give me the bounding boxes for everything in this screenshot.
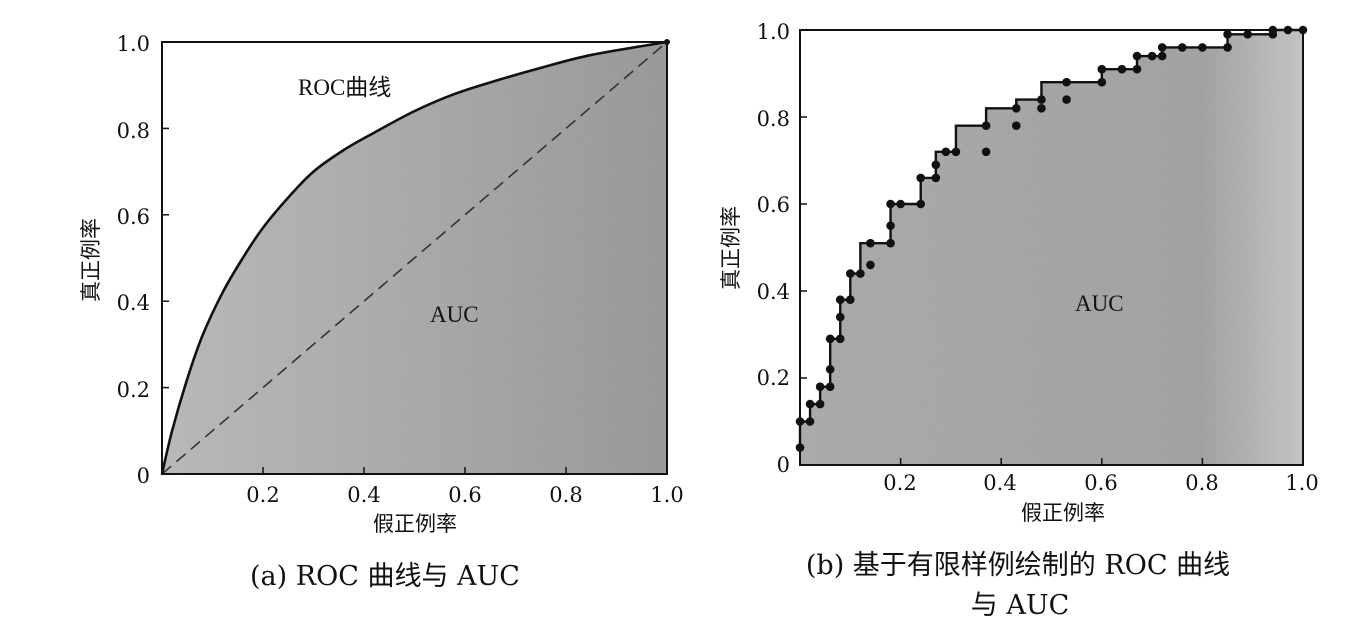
roc-point (1117, 64, 1127, 74)
roc-point (981, 121, 991, 130)
plot-frame-b (799, 29, 1304, 466)
roc-point (916, 173, 926, 183)
chart-a: 0 0.2 0.4 0.6 0.8 1.0 0.2 0.4 0.6 0.8 1.… (79, 32, 684, 592)
roc-point (866, 260, 875, 270)
roc-point (805, 399, 815, 409)
caption-a: (a) ROC 曲线与 AUC (250, 561, 520, 592)
roc-point (941, 147, 951, 157)
roc-point (835, 295, 845, 305)
roc-point (1062, 95, 1071, 104)
roc-point (1198, 43, 1207, 52)
roc-point (846, 295, 855, 305)
roc-point (825, 382, 835, 392)
xtick-label: 0.2 (246, 483, 279, 507)
xtick-label: 1.0 (1285, 471, 1318, 495)
roc-point (825, 334, 835, 344)
roc-point (981, 147, 991, 157)
ytick-label: 0 (777, 453, 790, 477)
roc-point (916, 199, 926, 209)
roc-point (1097, 64, 1107, 74)
roc-point (931, 160, 941, 170)
roc-point (1062, 77, 1071, 87)
roc-point (1132, 51, 1142, 61)
roc-point (866, 238, 875, 248)
roc-point (951, 147, 961, 157)
roc-points-b (795, 25, 1308, 452)
ytick-label: 0.2 (757, 366, 790, 390)
roc-point (835, 334, 845, 344)
auc-annotation-b: AUC (1075, 291, 1124, 316)
roc-point (931, 173, 941, 183)
ytick-label: 1.0 (757, 20, 790, 44)
roc-point (886, 221, 895, 231)
ytick-label: 0.8 (757, 107, 790, 131)
roc-point (846, 269, 855, 278)
random-guess-diagonal (161, 41, 668, 475)
roc-point (1011, 121, 1021, 130)
roc-point (1097, 77, 1107, 87)
auc-area-b (800, 30, 1303, 465)
roc-point (1147, 51, 1157, 61)
ytick-label: 0.8 (117, 119, 150, 143)
roc-point (815, 382, 825, 392)
chart-b: 0 0.2 0.4 0.6 0.8 1.0 0.2 0.4 0.6 0.8 1.… (719, 20, 1319, 621)
ytick-label: 0.6 (757, 193, 790, 217)
ytick-label: 0.2 (117, 378, 150, 402)
ytick-label: 1.0 (117, 32, 150, 56)
roc-point (1132, 64, 1142, 74)
auc-annotation-a: AUC (430, 302, 479, 327)
roc-point (856, 269, 865, 278)
xtick-label: 1.0 (650, 483, 683, 507)
tick-marks-b (800, 116, 1204, 465)
y-axis-label: 真正例率 (79, 218, 103, 302)
x-axis-label: 假正例率 (373, 512, 457, 536)
roc-point (896, 199, 905, 209)
xtick-label: 0.2 (883, 471, 916, 495)
roc-point (1037, 95, 1046, 104)
ytick-label: 0.4 (757, 280, 790, 304)
ytick-label: 0.6 (117, 205, 150, 229)
y-axis-label: 真正例率 (719, 206, 743, 290)
roc-point (1223, 30, 1232, 39)
roc-point (886, 199, 895, 209)
xtick-label: 0.4 (347, 483, 380, 507)
xtick-label: 0.6 (448, 483, 481, 507)
roc-point (1177, 43, 1187, 52)
roc-point (1011, 104, 1021, 113)
roc-point (1037, 104, 1046, 113)
xtick-label: 0.8 (1185, 471, 1218, 495)
xtick-label: 0.4 (983, 471, 1016, 495)
roc-curve-annotation: ROC曲线 (298, 75, 391, 100)
roc-point (815, 399, 825, 409)
ytick-label: 0.4 (117, 291, 150, 315)
roc-point (886, 238, 895, 248)
tick-marks-a (162, 39, 670, 474)
roc-point (825, 365, 835, 374)
caption-b-line2: 与 AUC (971, 590, 1070, 621)
roc-endpoint (664, 39, 670, 45)
ytick-label: 0 (137, 464, 150, 488)
roc-point (835, 312, 845, 322)
roc-point (1223, 43, 1232, 52)
xtick-label: 0.8 (549, 483, 582, 507)
roc-point (1243, 30, 1252, 39)
x-axis-label: 假正例率 (1021, 501, 1105, 525)
roc-point (1157, 43, 1167, 52)
roc-point (1157, 51, 1167, 61)
xtick-label: 0.6 (1084, 471, 1117, 495)
caption-b-line1: (b) 基于有限样例绘制的 ROC 曲线 (806, 550, 1230, 581)
roc-curve-a (160, 40, 668, 475)
roc-point (805, 417, 815, 426)
plot-frame-a (161, 41, 668, 475)
